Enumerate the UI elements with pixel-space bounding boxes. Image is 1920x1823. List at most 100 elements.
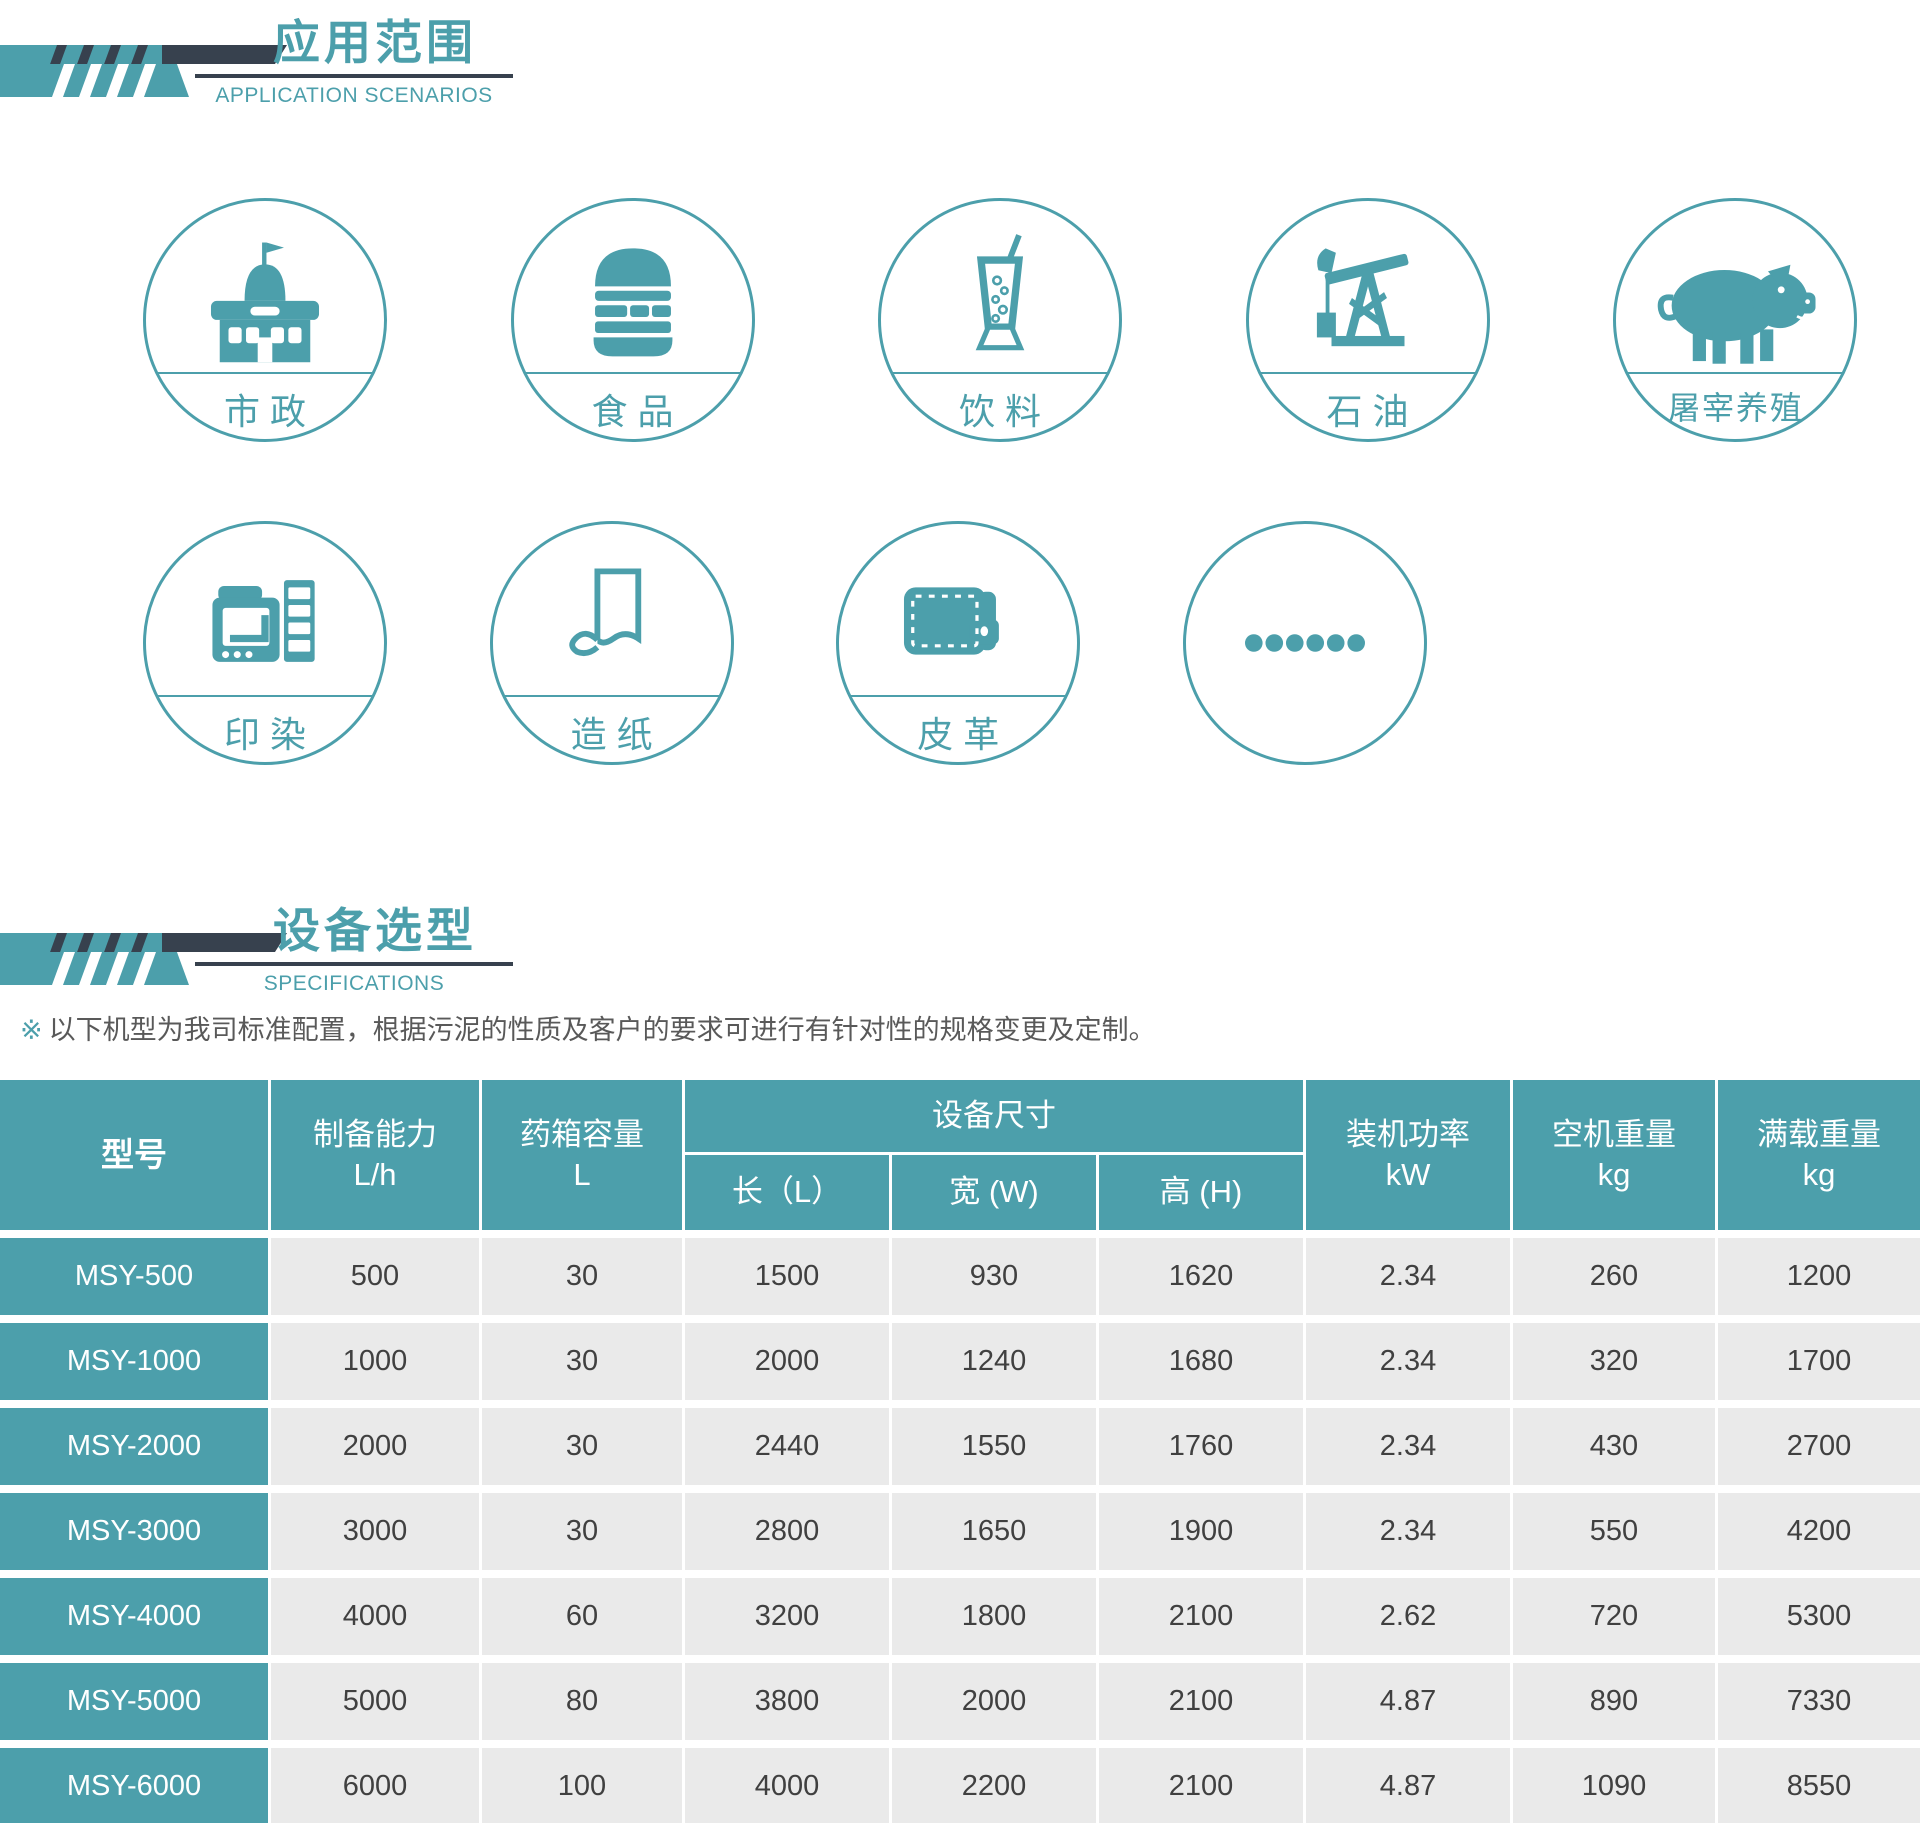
circle-chord-line: [156, 372, 374, 374]
full-weight-cell: 2700: [1718, 1408, 1920, 1485]
specifications-table: 型号 制备能力 L/h 药箱容量 L 设备尺寸 长（L） 宽 (W) 高 (H)…: [0, 1080, 1920, 1823]
scenario-row-1: 市政 食品: [143, 198, 1857, 442]
table-header: 型号 制备能力 L/h 药箱容量 L 设备尺寸 长（L） 宽 (W) 高 (H)…: [0, 1080, 1920, 1230]
header-power-name: 装机功率: [1346, 1116, 1470, 1152]
full-weight-cell: 1200: [1718, 1238, 1920, 1315]
scenario-label: 石油: [1326, 391, 1419, 432]
tank-cell: 60: [482, 1578, 682, 1655]
scenario-more: [1182, 521, 1427, 765]
header-capacity-unit: L/h: [353, 1157, 397, 1192]
length-cell: 2800: [685, 1493, 889, 1570]
header-height: 高 (H): [1099, 1155, 1303, 1230]
header-model: 型号: [0, 1080, 268, 1230]
height-cell: 1680: [1099, 1323, 1303, 1400]
circle-chord-line: [523, 372, 742, 374]
height-cell: 1620: [1099, 1238, 1303, 1315]
tank-cell: 100: [482, 1748, 682, 1823]
power-cell: 4.87: [1306, 1748, 1510, 1823]
scenario-petroleum: 石油: [1245, 198, 1490, 442]
width-cell: 930: [892, 1238, 1096, 1315]
wallet-icon: [904, 587, 1000, 655]
capacity-cell: 1000: [271, 1323, 479, 1400]
length-cell: 3800: [685, 1663, 889, 1740]
height-cell: 1900: [1099, 1493, 1303, 1570]
scenario-beverage: 饮料: [878, 198, 1122, 442]
tank-cell: 30: [482, 1238, 682, 1315]
empty-weight-cell: 320: [1513, 1323, 1715, 1400]
specifications-section-subtitle: SPECIFICATIONS: [263, 972, 445, 995]
power-cell: 2.34: [1306, 1493, 1510, 1570]
application-section-subtitle: APPLICATION SCENARIOS: [215, 84, 493, 107]
specifications-section-title: 设备选型: [273, 904, 477, 957]
pig-icon: [1657, 264, 1816, 364]
empty-weight-cell: 550: [1513, 1493, 1715, 1570]
width-cell: 2000: [892, 1663, 1096, 1740]
length-cell: 3200: [685, 1578, 889, 1655]
length-cell: 1500: [685, 1238, 889, 1315]
width-cell: 1800: [892, 1578, 1096, 1655]
header-full-weight-unit: kg: [1802, 1157, 1836, 1192]
ellipsis-dots-icon: [1244, 634, 1365, 652]
application-section-title: 应用范围: [273, 16, 477, 69]
scenario-food: 食品: [510, 198, 755, 442]
full-weight-cell: 7330: [1718, 1663, 1920, 1740]
tank-cell: 30: [482, 1493, 682, 1570]
header-capacity-name: 制备能力: [313, 1116, 437, 1152]
header-capacity: 制备能力 L/h: [271, 1080, 479, 1230]
empty-weight-cell: 260: [1513, 1238, 1715, 1315]
scenario-label: 市政: [223, 391, 316, 432]
table-row: MSY-2000 2000 30 2440 1550 1760 2.34 430…: [0, 1408, 1920, 1485]
header-power: 装机功率 kW: [1306, 1080, 1510, 1230]
government-building-icon: [210, 242, 320, 363]
note-line: ※ 以下机型为我司标准配置，根据污泥的性质及客户的要求可进行有针对性的规格变更及定…: [20, 1008, 1156, 1047]
printing-machine-icon: [212, 580, 315, 662]
model-cell: MSY-4000: [0, 1578, 268, 1655]
table-row: MSY-5000 5000 80 3800 2000 2100 4.87 890…: [0, 1663, 1920, 1740]
circle-chord-line: [502, 695, 721, 697]
scenario-municipal: 市政: [143, 198, 387, 442]
scenario-label: 屠宰养殖: [1667, 390, 1804, 426]
table-row: MSY-1000 1000 30 2000 1240 1680 2.34 320…: [0, 1323, 1920, 1400]
capacity-cell: 500: [271, 1238, 479, 1315]
height-cell: 2100: [1099, 1748, 1303, 1823]
header-full-weight: 满载重量 kg: [1718, 1080, 1920, 1230]
height-cell: 1760: [1099, 1408, 1303, 1485]
circle-chord-line: [1258, 372, 1477, 374]
scenario-printing-dyeing: 印染: [143, 521, 387, 765]
scenario-label: 造纸: [570, 714, 663, 755]
title-underline: [195, 74, 513, 78]
power-cell: 4.87: [1306, 1663, 1510, 1740]
scenario-label: 皮革: [917, 714, 1010, 755]
header-dimensions: 设备尺寸: [685, 1080, 1303, 1152]
header-empty-weight-unit: kg: [1597, 1157, 1631, 1192]
tank-cell: 80: [482, 1663, 682, 1740]
circle-chord-line: [891, 372, 1109, 374]
header-full-weight-name: 满载重量: [1757, 1116, 1881, 1152]
capacity-cell: 4000: [271, 1578, 479, 1655]
circle-chord-line: [849, 695, 1068, 697]
capacity-cell: 6000: [271, 1748, 479, 1823]
length-cell: 2000: [685, 1323, 889, 1400]
height-cell: 2100: [1099, 1663, 1303, 1740]
empty-weight-cell: 890: [1513, 1663, 1715, 1740]
scenario-papermaking: 造纸: [489, 521, 734, 765]
header-width: 宽 (W): [892, 1155, 1096, 1230]
burger-icon: [593, 248, 672, 357]
capacity-cell: 5000: [271, 1663, 479, 1740]
table-row: MSY-500 500 30 1500 930 1620 2.34 260 12…: [0, 1238, 1920, 1315]
model-cell: MSY-1000: [0, 1323, 268, 1400]
empty-weight-cell: 720: [1513, 1578, 1715, 1655]
beverage-glass-icon: [975, 234, 1025, 351]
title-underline: [195, 962, 513, 966]
paper-sheet-icon: [568, 568, 641, 657]
header-decoration-dark-band: [162, 933, 287, 952]
table-row: MSY-4000 4000 60 3200 1800 2100 2.62 720…: [0, 1578, 1920, 1655]
header-tank-name: 药箱容量: [520, 1116, 644, 1152]
full-weight-cell: 8550: [1718, 1748, 1920, 1823]
scenario-row-2: 印染 造纸 皮革: [143, 521, 1427, 765]
width-cell: 2200: [892, 1748, 1096, 1823]
specifications-section-header: 设备选型 SPECIFICATIONS: [0, 888, 700, 1003]
length-cell: 2440: [685, 1408, 889, 1485]
full-weight-cell: 4200: [1718, 1493, 1920, 1570]
